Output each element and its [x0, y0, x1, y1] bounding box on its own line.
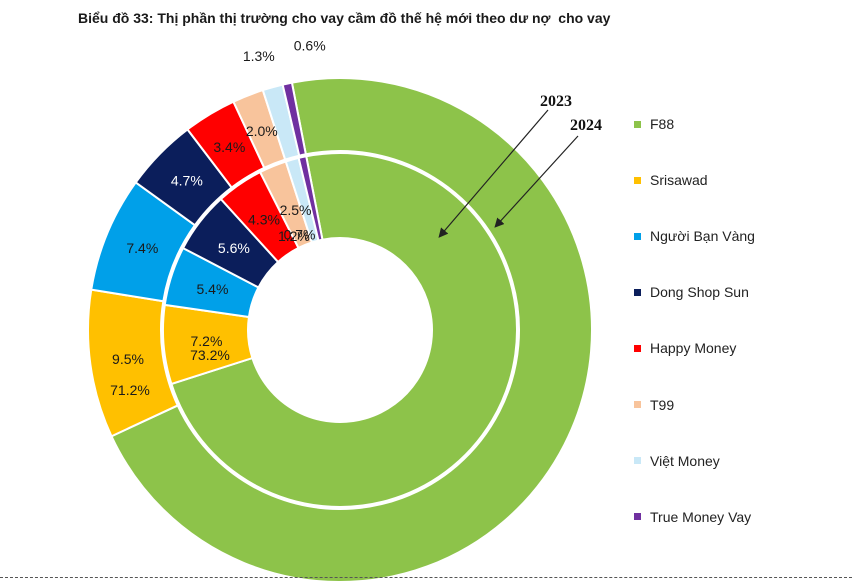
legend-item-dong-shop-sun: Dong Shop Sun — [634, 264, 844, 320]
callout-label-2024: 2024 — [570, 117, 602, 134]
legend-label: T99 — [650, 396, 675, 413]
label-2023-nguoi-ban-vang: 5.4% — [196, 281, 228, 297]
series-callouts: 2023 2024 — [438, 93, 602, 238]
legend-label: Việt Money — [650, 452, 720, 469]
legend-swatch — [634, 344, 641, 352]
legend-label: True Money Vay — [650, 508, 752, 525]
legend-label: Người Bạn Vàng — [650, 228, 755, 245]
legend-swatch — [634, 176, 641, 184]
legend-label: Srisawad — [650, 172, 708, 189]
legend-item-f88: F88 — [634, 96, 844, 152]
label-2023-srisawad: 7.2% — [191, 333, 223, 349]
label-2023-happy-money: 4.3% — [248, 212, 280, 228]
label-2023-f88: 73.2% — [190, 347, 230, 363]
chart-title: Biểu đồ 33: Thị phần thị trường cho vay … — [78, 10, 611, 26]
label-2024-happy-money: 3.4% — [213, 139, 245, 155]
legend-item-true-money-vay: True Money Vay — [634, 489, 844, 545]
label-2024-nguoi-ban-vang: 7.4% — [126, 240, 158, 256]
inner-ring-2023 — [162, 152, 518, 508]
outer-ring-2024 — [87, 77, 593, 582]
legend-swatch — [634, 457, 641, 465]
legend-swatch — [634, 120, 641, 128]
slice-2023-f88 — [170, 152, 518, 508]
label-2024-srisawad: 9.5% — [112, 351, 144, 367]
label-2023-viet-money: 1.2% — [278, 228, 310, 244]
legend-label: F88 — [650, 116, 675, 133]
callout-arrow-2024 — [494, 135, 579, 228]
donut-chart: 73.2%7.2% 5.4% 5.6% 4.3%2.5% 1.2%0.7% 71.2% 9.… — [87, 38, 602, 582]
legend-swatch — [634, 401, 641, 409]
legend-item-srisawad: Srisawad — [634, 152, 844, 208]
data-labels: 73.2%7.2% 5.4% 5.6% 4.3%2.5% 1.2%0.7% 71.2% 9.… — [110, 38, 326, 398]
slice-2024-true-money-vay — [281, 81, 308, 157]
label-2024-dong-shop-sun: 4.7% — [171, 173, 203, 189]
legend-item-nguoi-ban-vang: Người Bạn Vàng — [634, 208, 844, 264]
label-2023-dong-shop-sun: 5.6% — [218, 240, 250, 256]
label-2024-viet-money: 1.3% — [243, 48, 275, 64]
legend-swatch — [634, 513, 641, 521]
legend: F88 Srisawad Người Bạn Vàng Dong Shop Sun Ha… — [634, 96, 844, 545]
legend-item-happy-money: Happy Money — [634, 320, 844, 376]
legend-item-t99: T99 — [634, 376, 844, 432]
legend-swatch — [634, 232, 641, 240]
legend-swatch — [634, 288, 641, 296]
slice-2023-true-money-vay — [297, 155, 324, 242]
callout-label-2023: 2023 — [540, 93, 572, 110]
label-2024-true-money-vay: 0.6% — [294, 38, 326, 54]
legend-label: Happy Money — [650, 340, 737, 357]
label-2023-true-money-vay: 0.7% — [284, 227, 316, 243]
legend-item-viet-money: Việt Money — [634, 433, 844, 489]
label-2024-f88: 71.2% — [110, 382, 150, 398]
slice-2024-f88 — [110, 77, 593, 582]
label-2024-t99: 2.0% — [246, 123, 278, 139]
bottom-divider — [0, 577, 852, 578]
legend-label: Dong Shop Sun — [650, 284, 749, 301]
callout-arrow-2023 — [438, 109, 549, 238]
label-2023-t99: 2.5% — [280, 202, 312, 218]
